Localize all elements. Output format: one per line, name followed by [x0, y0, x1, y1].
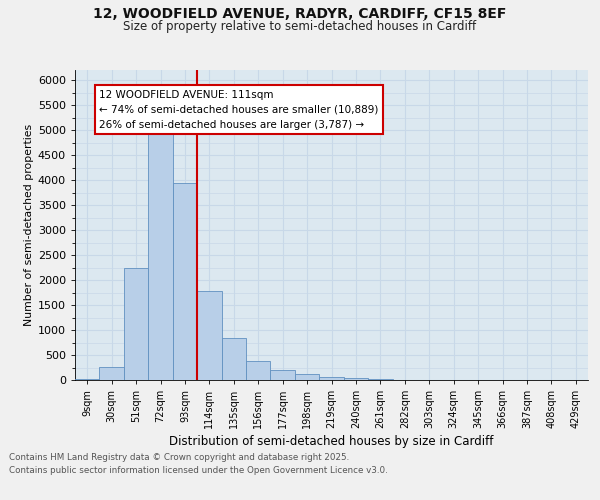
Text: Contains public sector information licensed under the Open Government Licence v3: Contains public sector information licen… — [9, 466, 388, 475]
Bar — [221, 338, 246, 380]
Text: Contains HM Land Registry data © Crown copyright and database right 2025.: Contains HM Land Registry data © Crown c… — [9, 452, 349, 462]
Bar — [246, 360, 271, 380]
Text: Size of property relative to semi-detached houses in Cardiff: Size of property relative to semi-detach… — [124, 20, 476, 33]
Y-axis label: Number of semi-detached properties: Number of semi-detached properties — [23, 124, 34, 326]
Bar — [344, 378, 368, 380]
Text: 12, WOODFIELD AVENUE, RADYR, CARDIFF, CF15 8EF: 12, WOODFIELD AVENUE, RADYR, CARDIFF, CF… — [94, 8, 506, 22]
Bar — [319, 377, 344, 380]
Bar — [368, 379, 392, 380]
Bar — [75, 378, 100, 380]
Bar — [148, 132, 173, 380]
X-axis label: Distribution of semi-detached houses by size in Cardiff: Distribution of semi-detached houses by … — [169, 436, 494, 448]
Bar — [100, 367, 124, 380]
Bar — [197, 291, 221, 380]
Bar — [173, 182, 197, 380]
Bar — [124, 268, 148, 380]
Text: 12 WOODFIELD AVENUE: 111sqm
← 74% of semi-detached houses are smaller (10,889)
2: 12 WOODFIELD AVENUE: 111sqm ← 74% of sem… — [100, 90, 379, 130]
Bar — [295, 374, 319, 380]
Bar — [271, 370, 295, 380]
